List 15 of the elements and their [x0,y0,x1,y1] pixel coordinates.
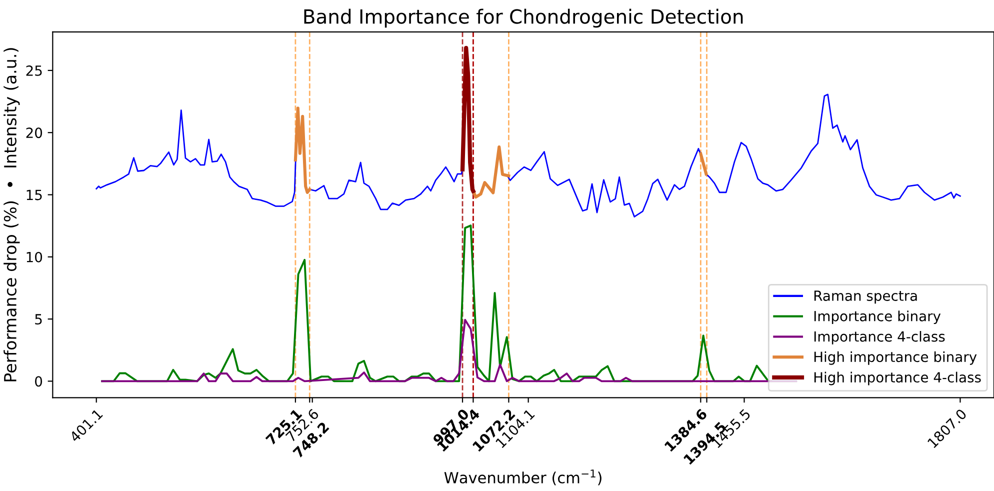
line-series [460,46,476,194]
legend-label: High importance 4-class [814,372,981,386]
y-tick-label: 15 [26,190,42,200]
y-tick-label: 25 [26,65,42,76]
legend-label: Raman spectra [814,290,917,304]
y-tick-label: 20 [26,128,42,138]
y-tick-label: 0 [35,376,42,387]
chart-title: Band Importance for Chondrogenic Detection [304,8,743,28]
y-axis-title: Performance drop (%) • Intensity (a.u.) [4,48,20,382]
legend-label: High importance binary [814,351,977,365]
y-tick-label: 5 [35,314,42,325]
y-tick-label: 10 [26,252,42,262]
legend-label: Importance 4-class [814,330,945,344]
x-axis-title: Wavenumber (cm$^{−1}$) [444,470,602,486]
legend-label: Importance binary [814,310,941,324]
